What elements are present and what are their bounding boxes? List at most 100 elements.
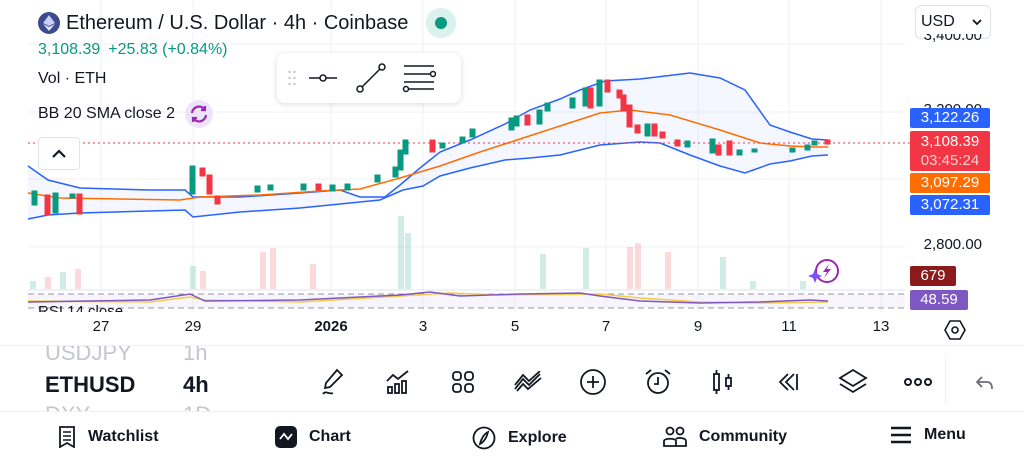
picker-row[interactable]: DXY 1D	[45, 402, 211, 412]
time-tick: 9	[693, 318, 703, 335]
toolbar-divider	[945, 354, 946, 404]
bar-countdown: 03:45:24	[920, 152, 980, 169]
time-tick: 11	[781, 318, 797, 335]
bb-lower-price-tag: 3,072.31	[910, 195, 990, 215]
time-tick: 3	[418, 318, 428, 335]
price-summary: 3,108.39 +25.83 (+0.84%)	[38, 41, 228, 59]
horizontal-line-tool[interactable]	[299, 58, 347, 98]
time-tick: 29	[184, 318, 202, 335]
time-tick: 7	[601, 318, 611, 335]
undo-icon	[975, 376, 993, 390]
community-icon	[663, 426, 687, 447]
picker-row-active[interactable]: ETHUSD 4h	[45, 372, 209, 397]
chart-title: Ethereum / U.S. Dollar · 4h · Coinbase	[66, 11, 409, 34]
volume-tag: 679	[910, 266, 956, 286]
market-status-indicator[interactable]	[426, 8, 457, 38]
currency-select[interactable]: USD	[915, 5, 991, 39]
symbol-interval-picker[interactable]: USDJPY 1h ETHUSD 4h DXY 1D	[45, 346, 245, 412]
volume-indicator-label[interactable]: Vol · ETH	[38, 70, 107, 87]
trend-line-tool[interactable]	[347, 58, 395, 98]
add-button[interactable]	[560, 360, 625, 404]
templates-button[interactable]	[430, 360, 495, 404]
ethereum-logo-icon	[38, 12, 60, 34]
watchlist-icon	[59, 426, 75, 448]
replay-icon	[778, 373, 798, 391]
tab-community[interactable]: Community	[663, 426, 787, 448]
market-open-dot-icon	[435, 17, 448, 29]
chart-settings-button[interactable]	[944, 320, 966, 345]
more-button[interactable]	[885, 360, 950, 404]
tab-watchlist[interactable]: Watchlist	[58, 426, 159, 448]
add-icon	[579, 369, 606, 395]
last-price-tag-value: 3,108.39	[920, 133, 980, 150]
chart-type-button[interactable]	[690, 360, 755, 404]
rsi-tag: 48.59	[910, 290, 968, 310]
draw-button[interactable]	[300, 360, 365, 404]
indicators-icon	[385, 370, 409, 394]
replay-button[interactable]	[755, 360, 820, 404]
compare-icon	[513, 371, 542, 392]
sync-icon	[190, 105, 208, 123]
bb-upper-line	[27, 72, 829, 198]
chevron-down-icon	[972, 19, 982, 25]
alert-icon	[644, 369, 671, 394]
drawing-toolbar	[277, 53, 461, 103]
bollinger-indicator-row[interactable]: BB 20 SMA close 2	[38, 100, 213, 128]
more-icon	[903, 378, 932, 386]
price-change-pct: (+0.84%)	[162, 41, 228, 58]
bb-basis-price-tag: 3,097.29	[910, 173, 990, 193]
indicators-button[interactable]	[365, 360, 430, 404]
volume-bars	[30, 216, 806, 289]
bollinger-indicator-label: BB 20 SMA close 2	[38, 105, 175, 122]
undo-button[interactable]	[965, 366, 1005, 400]
menu-icon	[891, 426, 911, 444]
explore-icon	[472, 426, 496, 450]
rsi-ma-line	[27, 292, 829, 304]
tab-menu[interactable]: Menu	[890, 426, 966, 444]
bottom-tab-bar: Watchlist Chart Explore Community Menu	[0, 411, 1024, 461]
last-price: 3,108.39	[38, 41, 101, 58]
tab-chart[interactable]: Chart	[275, 426, 351, 448]
alert-button[interactable]	[625, 360, 690, 404]
sync-button[interactable]	[184, 100, 213, 128]
time-tick: 13	[872, 318, 890, 335]
bottom-toolbar-strip: USDJPY 1h ETHUSD 4h DXY 1D	[0, 345, 1024, 412]
price-chart[interactable]	[0, 0, 1024, 345]
tab-explore[interactable]: Explore	[472, 426, 567, 450]
currency-value: USD	[921, 13, 955, 30]
trend-line-icon	[356, 63, 386, 93]
fib-retracement-icon	[402, 65, 436, 93]
bb-basis-line	[27, 109, 828, 201]
layers-button[interactable]	[820, 360, 885, 404]
time-tick: 5	[510, 318, 520, 335]
symbol-title[interactable]: Ethereum / U.S. Dollar · 4h · Coinbase	[38, 8, 457, 38]
last-price-tag: 3,108.39 03:45:24	[910, 131, 990, 171]
collapse-legend-button[interactable]	[38, 137, 80, 170]
price-axis-label: 2,800.00	[923, 236, 982, 253]
time-axis[interactable]: 27 29 2026 3 5 7 9 11 13	[0, 318, 1000, 342]
candles-chart-type-icon	[712, 370, 732, 394]
ai-assist-button[interactable]	[808, 257, 844, 287]
fib-retracement-tool[interactable]	[395, 58, 443, 98]
time-tick-year: 2026	[314, 318, 348, 335]
templates-icon	[451, 371, 474, 393]
chart-toolbar	[300, 360, 950, 404]
rsi-indicator-label[interactable]: RSI 14 close	[38, 303, 124, 312]
horizontal-line-icon	[309, 74, 337, 82]
chevron-up-icon	[52, 148, 66, 158]
candles	[31, 79, 831, 216]
compare-button[interactable]	[495, 360, 560, 404]
price-change: +25.83	[108, 41, 158, 58]
sparkle-lightning-icon	[808, 259, 839, 283]
settings-hex-icon	[944, 320, 966, 340]
drag-handle-icon[interactable]	[285, 70, 299, 86]
layers-icon	[837, 368, 868, 394]
draw-icon	[321, 368, 343, 395]
rsi-line	[27, 291, 829, 304]
time-tick: 27	[92, 318, 110, 335]
picker-row[interactable]: USDJPY 1h	[45, 346, 208, 365]
chart-area[interactable]: Ethereum / U.S. Dollar · 4h · Coinbase 3…	[0, 0, 1024, 345]
chart-icon	[275, 426, 297, 448]
price-axis-label: 3,400.00	[923, 34, 982, 44]
bb-upper-price-tag: 3,122.26	[910, 108, 990, 128]
